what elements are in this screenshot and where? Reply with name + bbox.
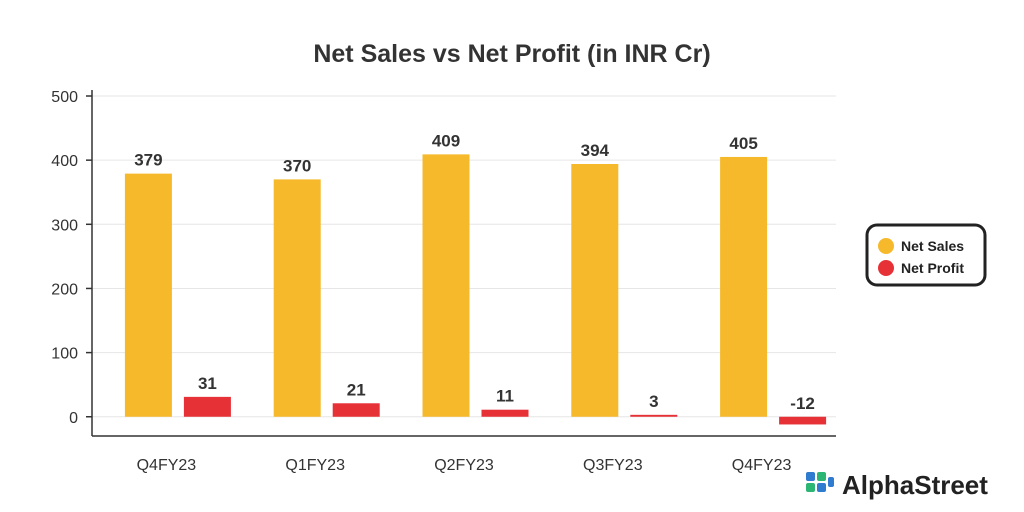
x-tick-label: Q2FY23: [434, 457, 494, 474]
bar-net-profit: [779, 416, 827, 425]
bar-net-profit: [183, 396, 231, 417]
y-tick-label: 400: [51, 153, 78, 170]
data-label: 3: [649, 392, 658, 411]
bar-net-sales: [273, 179, 321, 417]
brand-logo: AlphaStreet: [806, 470, 988, 500]
data-label: 370: [283, 156, 311, 175]
bar-net-profit: [481, 409, 529, 417]
y-tick-label: 200: [51, 281, 78, 298]
bars: 379 31 370 21 409 11 394 3 405 -12: [124, 131, 827, 425]
alphastreet-logo-icon: [806, 472, 834, 492]
x-tick-label: Q4FY23: [732, 457, 792, 474]
legend-label: Net Sales: [901, 238, 964, 254]
y-axis: 0 100 200 300 400 500: [51, 89, 93, 436]
data-label: -12: [790, 394, 815, 413]
x-tick-label: Q4FY23: [137, 457, 197, 474]
data-label: 379: [134, 151, 162, 170]
legend-label: Net Profit: [901, 260, 964, 276]
y-tick-label: 300: [51, 217, 78, 234]
data-label: 394: [581, 141, 610, 160]
x-axis: Q4FY23 Q1FY23 Q2FY23 Q3FY23 Q4FY23: [92, 435, 836, 474]
bar-net-sales: [720, 156, 768, 417]
legend-marker: [878, 238, 894, 254]
brand-name: AlphaStreet: [842, 470, 988, 500]
legend-box: [865, 223, 987, 287]
x-tick-label: Q1FY23: [285, 457, 345, 474]
data-label: 409: [432, 131, 460, 150]
chart-title: Net Sales vs Net Profit (in INR Cr): [313, 40, 710, 68]
bar-net-sales: [422, 154, 470, 417]
y-tick-label: 0: [69, 410, 78, 427]
data-label: 31: [198, 374, 217, 393]
y-tick-label: 100: [51, 346, 78, 363]
legend: Net Sales Net Profit: [865, 223, 987, 287]
data-label: 405: [729, 134, 757, 153]
data-label: 11: [496, 387, 514, 406]
data-label: 21: [347, 380, 366, 399]
bar-net-profit: [630, 414, 678, 417]
legend-marker: [878, 260, 894, 276]
y-tick-label: 500: [51, 89, 78, 106]
x-tick-label: Q3FY23: [583, 457, 643, 474]
bar-net-profit: [332, 403, 380, 417]
bar-net-sales: [124, 173, 172, 417]
bar-net-sales: [571, 164, 619, 417]
